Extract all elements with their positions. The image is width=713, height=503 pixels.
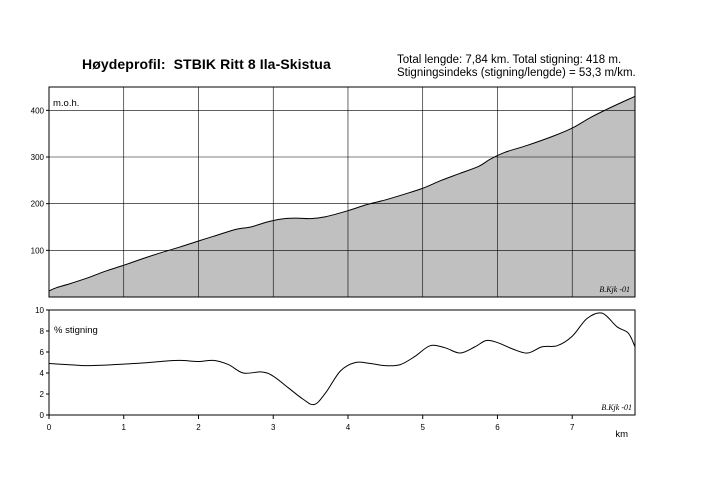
x-tick-label: 5 xyxy=(420,423,425,432)
x-tick-label: 4 xyxy=(346,423,351,432)
x-tick-label: 3 xyxy=(271,423,276,432)
gradient-line xyxy=(48,312,636,406)
y-tick-label: 4 xyxy=(40,369,45,378)
x-axis-label: km xyxy=(615,429,628,440)
chart-title: Høydeprofil: STBIK Ritt 8 Ila-Skistua xyxy=(82,56,331,72)
x-tick-label: 2 xyxy=(196,423,201,432)
y-axis-label: m.o.h. xyxy=(53,98,79,109)
chart-signature: B.Kjk -01 xyxy=(601,403,632,412)
y-tick-label: 2 xyxy=(40,390,45,399)
route-stats: Total lengde: 7,84 km. Total stigning: 4… xyxy=(397,54,636,80)
y-axis-label: % stigning xyxy=(54,325,98,336)
plot-frame xyxy=(48,309,636,416)
y-tick-label: 8 xyxy=(40,327,45,336)
y-tick-label: 10 xyxy=(35,306,44,315)
y-tick-label: 0 xyxy=(40,411,45,420)
chart-signature: B.Kjk -01 xyxy=(599,285,630,294)
elevation-profile-chart: 100 200 300 400 m.o.h. B.Kjk -01 xyxy=(31,86,636,298)
y-tick-label: 200 xyxy=(31,200,45,209)
y-tick-label: 400 xyxy=(31,106,45,115)
stats-line-index: Stigningsindeks (stigning/lengde) = 53,3… xyxy=(397,67,636,79)
elevation-area xyxy=(49,96,635,297)
y-tick-label: 100 xyxy=(31,246,45,255)
y-tick-label: 6 xyxy=(40,348,45,357)
x-tick-label: 6 xyxy=(495,423,500,432)
x-tick-label: 1 xyxy=(122,423,127,432)
plot-frame xyxy=(48,86,636,298)
stats-line-total: Total lengde: 7,84 km. Total stigning: 4… xyxy=(397,54,622,66)
x-tick-label: 0 xyxy=(47,423,52,432)
y-tick-label: 300 xyxy=(31,153,45,162)
elevation-line xyxy=(48,95,636,292)
gradient-chart: 0 2 4 6 8 10 0 1 2 3 4 5 6 7 % stigning km B.Kjk -01 xyxy=(35,306,636,440)
x-tick-label: 7 xyxy=(570,423,575,432)
